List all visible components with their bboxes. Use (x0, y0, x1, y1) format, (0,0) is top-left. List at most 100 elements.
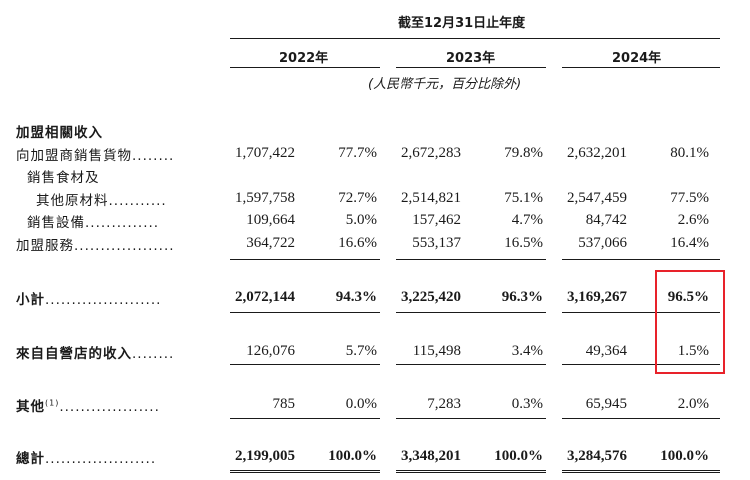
rule-2024 (562, 418, 720, 419)
cell-goods-2024-pct: 80.1% (670, 145, 709, 161)
label-text: 小計 (16, 292, 45, 308)
period-heading: 截至12月31日止年度 (398, 16, 526, 31)
year-2024-header: 2024年 (612, 51, 662, 66)
cell-food-2024-pct: 77.5% (670, 190, 709, 206)
cell-food-2022-pct: 72.7% (338, 190, 377, 206)
year-2023-rule (396, 67, 546, 68)
cell-subtotal-2024-pct: 96.5% (667, 289, 709, 305)
rule-2023 (396, 364, 546, 365)
label-text: 向加盟商銷售貨物 (16, 148, 132, 164)
cell-services-2024-pct: 16.4% (670, 235, 709, 251)
row-label-self-operated: 來自自營店的收入........ (16, 342, 174, 362)
leader-dots: ........ (132, 346, 175, 362)
cell-goods-2022-amount: 1,707,422 (235, 145, 295, 161)
rule-2022 (230, 364, 380, 365)
label-text: 其他原材料 (36, 193, 109, 209)
rule-2022 (230, 312, 380, 313)
double-rule-2023 (396, 470, 546, 473)
row-label-others: 其他(1)................... (16, 395, 160, 416)
cell-equipment-2022-pct: 5.0% (345, 212, 377, 228)
cell-total-2022-pct: 100.0% (328, 448, 377, 464)
label-text: 其他 (16, 399, 45, 415)
double-rule-2022 (230, 470, 380, 473)
section-title-franchise: 加盟相關收入 (16, 125, 103, 141)
row-label-goods: 向加盟商銷售貨物........ (16, 144, 174, 164)
label-text: 銷售設備 (27, 215, 85, 231)
cell-equipment-2024-amount: 84,742 (585, 212, 627, 228)
leader-dots: ........... (108, 193, 167, 209)
rule-2022 (230, 259, 380, 260)
year-2022-rule (230, 67, 380, 68)
cell-subtotal-2023-pct: 96.3% (501, 289, 543, 305)
cell-total-2024-pct: 100.0% (660, 448, 709, 464)
rule-2022 (230, 418, 380, 419)
rule-2024 (562, 259, 720, 260)
cell-others-2024-amount: 65,945 (585, 396, 627, 412)
row-label-total: 總計..................... (16, 447, 156, 467)
cell-food-2024-amount: 2,547,459 (567, 190, 627, 206)
cell-self-operated-2024-amount: 49,364 (585, 343, 627, 359)
cell-others-2023-amount: 7,283 (427, 396, 461, 412)
label-text: 總計 (16, 451, 45, 467)
row-label-food: 其他原材料........... (36, 189, 167, 209)
leader-dots: ..................... (45, 451, 157, 467)
label-text: 來自自營店的收入 (16, 346, 132, 362)
footnote-marker: (1) (45, 398, 60, 408)
year-2022-header: 2022年 (279, 51, 329, 66)
cell-total-2022-amount: 2,199,005 (235, 448, 295, 464)
period-rule (230, 38, 720, 39)
row-label-food-line1: 銷售食材及 (27, 170, 100, 186)
leader-dots: ........ (132, 148, 175, 164)
leader-dots: .............. (85, 215, 160, 231)
leader-dots: ................... (74, 238, 175, 254)
cell-others-2023-pct: 0.3% (511, 396, 543, 412)
cell-food-2022-amount: 1,597,758 (235, 190, 295, 206)
double-rule-2024 (562, 470, 720, 473)
label-text: 加盟服務 (16, 238, 74, 254)
cell-services-2023-pct: 16.5% (504, 235, 543, 251)
cell-total-2023-amount: 3,348,201 (401, 448, 461, 464)
unit-note: (人民幣千元，百分比除外) (368, 77, 522, 92)
rule-2023 (396, 259, 546, 260)
rule-2023 (396, 418, 546, 419)
rule-2023 (396, 312, 546, 313)
cell-subtotal-2024-amount: 3,169,267 (567, 289, 627, 305)
cell-others-2024-pct: 2.0% (677, 396, 709, 412)
row-label-equipment: 銷售設備.............. (27, 211, 159, 231)
cell-others-2022-amount: 785 (272, 396, 296, 412)
cell-subtotal-2022-amount: 2,072,144 (235, 289, 295, 305)
cell-goods-2024-amount: 2,632,201 (567, 145, 627, 161)
cell-self-operated-2024-pct: 1.5% (677, 343, 709, 359)
row-label-subtotal: 小計...................... (16, 288, 161, 308)
cell-food-2023-pct: 75.1% (504, 190, 543, 206)
cell-total-2023-pct: 100.0% (494, 448, 543, 464)
cell-equipment-2023-amount: 157,462 (412, 212, 461, 228)
cell-goods-2023-pct: 79.8% (504, 145, 543, 161)
cell-equipment-2022-amount: 109,664 (246, 212, 295, 228)
cell-food-2023-amount: 2,514,821 (401, 190, 461, 206)
rule-2024 (562, 364, 720, 365)
cell-equipment-2024-pct: 2.6% (677, 212, 709, 228)
cell-subtotal-2022-pct: 94.3% (335, 289, 377, 305)
cell-total-2024-amount: 3,284,576 (567, 448, 627, 464)
row-label-services: 加盟服務................... (16, 234, 175, 254)
cell-services-2022-amount: 364,722 (246, 235, 295, 251)
cell-self-operated-2023-amount: 115,498 (412, 343, 461, 359)
cell-goods-2023-amount: 2,672,283 (401, 145, 461, 161)
year-2023-header: 2023年 (446, 51, 496, 66)
cell-services-2022-pct: 16.6% (338, 235, 377, 251)
cell-services-2023-amount: 553,137 (412, 235, 461, 251)
cell-subtotal-2023-amount: 3,225,420 (401, 289, 461, 305)
cell-self-operated-2022-pct: 5.7% (345, 343, 377, 359)
cell-self-operated-2023-pct: 3.4% (511, 343, 543, 359)
cell-others-2022-pct: 0.0% (345, 396, 377, 412)
highlight-box (655, 270, 725, 374)
rule-2024 (562, 312, 720, 313)
cell-equipment-2023-pct: 4.7% (511, 212, 543, 228)
leader-dots: ...................... (45, 292, 162, 308)
cell-services-2024-amount: 537,066 (578, 235, 627, 251)
year-2024-rule (562, 67, 720, 68)
cell-goods-2022-pct: 77.7% (338, 145, 377, 161)
leader-dots: ................... (59, 399, 160, 415)
cell-self-operated-2022-amount: 126,076 (246, 343, 295, 359)
